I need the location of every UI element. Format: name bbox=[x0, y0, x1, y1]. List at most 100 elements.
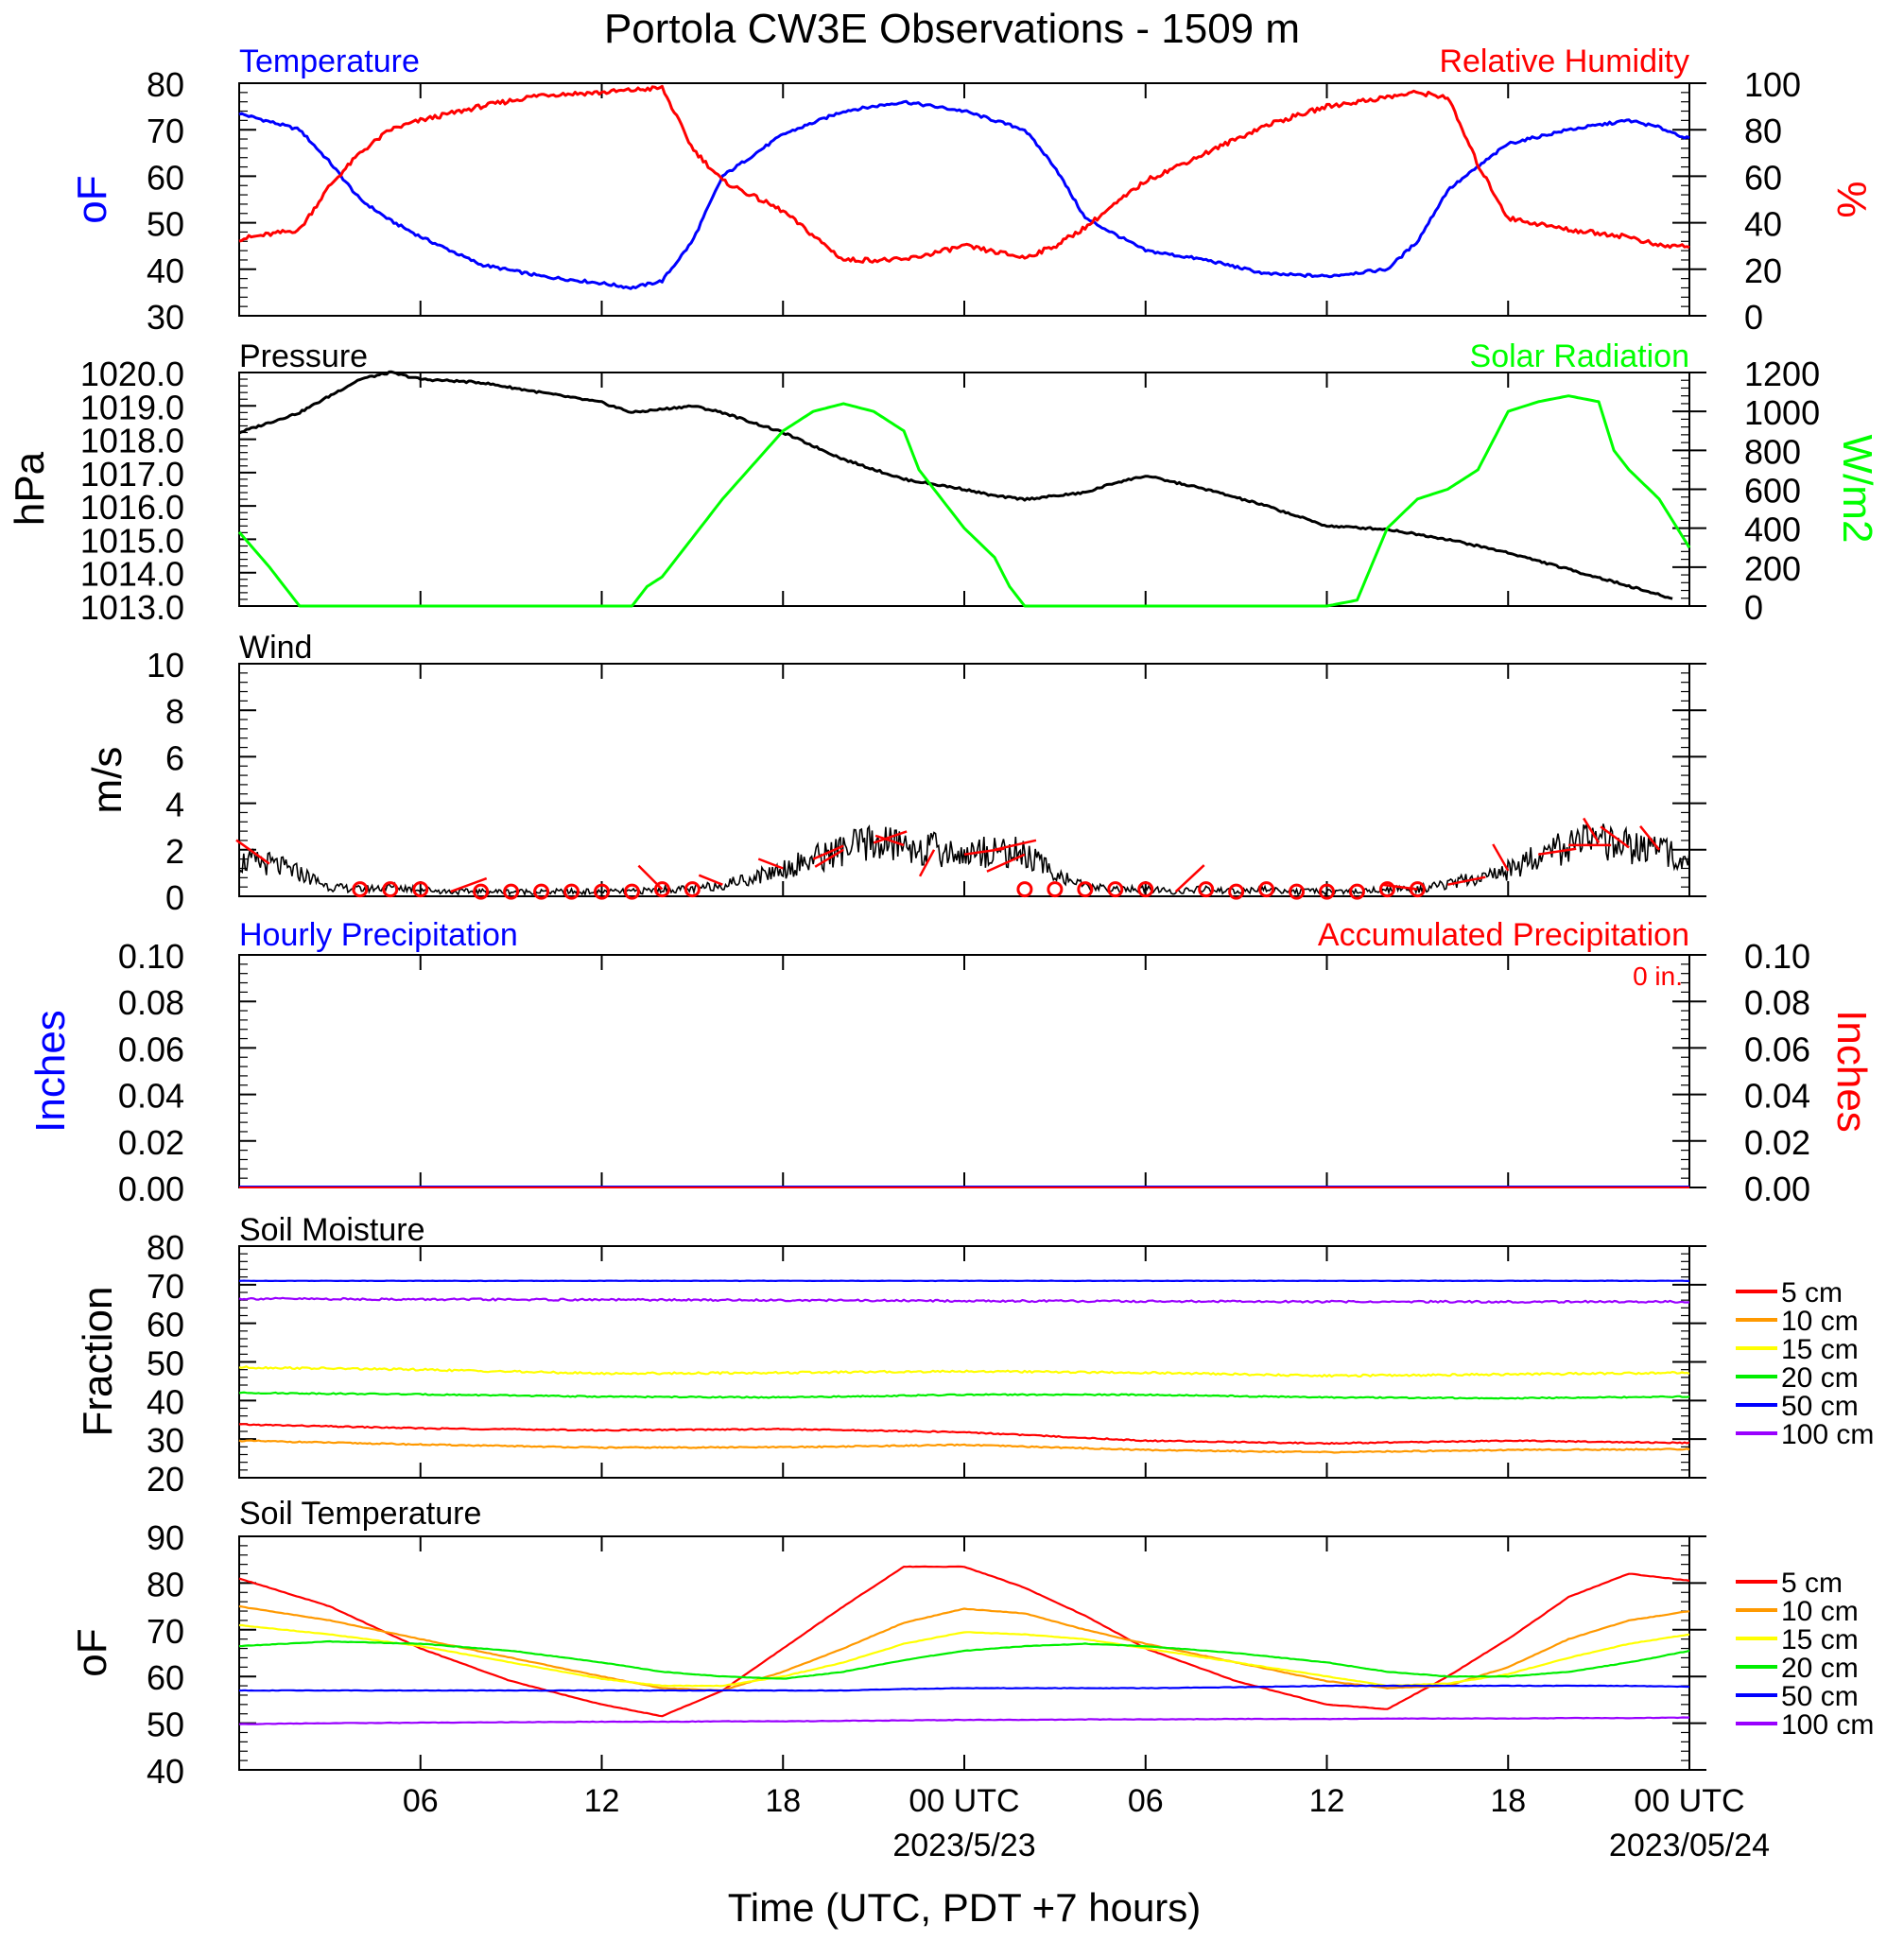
chart-title: Portola CW3E Observations - 1509 m bbox=[604, 6, 1300, 52]
calm-wind-marker bbox=[382, 881, 399, 898]
calm-wind-marker bbox=[1319, 883, 1335, 900]
calm-wind-marker bbox=[352, 881, 369, 898]
y-tick-label: 30 bbox=[147, 1421, 184, 1460]
y-tick-label-right: 0.08 bbox=[1744, 983, 1810, 1022]
wind-barb bbox=[1639, 825, 1661, 851]
soil-temp-line bbox=[239, 1623, 1690, 1688]
y-tick-label-right: 60 bbox=[1744, 158, 1782, 197]
legend-label: 10 cm bbox=[1781, 1306, 1859, 1337]
calm-wind-marker bbox=[594, 883, 610, 900]
soil-moisture-line bbox=[238, 1296, 1690, 1304]
calm-wind-marker bbox=[1047, 881, 1064, 898]
soil-temp-line bbox=[238, 1639, 1690, 1680]
y-tick-label: 8 bbox=[165, 692, 184, 731]
calm-wind-marker bbox=[1016, 881, 1033, 898]
y-tick-label-right: 0.02 bbox=[1744, 1123, 1810, 1162]
y-tick-label: 1015.0 bbox=[80, 521, 184, 560]
y-tick-label: 60 bbox=[147, 1658, 184, 1697]
soil-moisture-line bbox=[238, 1365, 1690, 1378]
soil-temp-line bbox=[238, 1684, 1690, 1692]
y-tick-label-right: 80 bbox=[1744, 112, 1782, 150]
wind-barb bbox=[986, 853, 1026, 873]
accum-precip-total: 0 in. bbox=[1633, 962, 1683, 991]
wind-barb bbox=[1492, 843, 1510, 872]
wind-barb bbox=[1583, 817, 1601, 844]
y-tick-label: 90 bbox=[147, 1518, 184, 1557]
humidity-ylabel: % bbox=[1828, 181, 1875, 217]
legend-label: 15 cm bbox=[1781, 1334, 1859, 1365]
y-tick-label: 1018.0 bbox=[80, 422, 184, 460]
soil-temp-line bbox=[238, 1716, 1689, 1725]
panel-temperature-frame bbox=[238, 82, 1690, 317]
soil-temp-title: Soil Temperature bbox=[239, 1496, 481, 1532]
wind-barb bbox=[812, 844, 844, 860]
calm-wind-marker bbox=[1198, 881, 1215, 898]
calm-wind-marker bbox=[1378, 881, 1395, 898]
y-tick-label-right: 800 bbox=[1744, 432, 1801, 471]
y-tick-label: 80 bbox=[147, 1228, 184, 1267]
humidity-title: Relative Humidity bbox=[1439, 43, 1689, 79]
accum-precip-title: Accumulated Precipitation bbox=[1318, 917, 1689, 953]
y-tick-label: 60 bbox=[147, 158, 184, 197]
wind-barb bbox=[874, 834, 905, 847]
x-tick-label: 18 bbox=[765, 1783, 801, 1819]
y-tick-label: 1013.0 bbox=[80, 588, 184, 627]
y-tick-label: 0.00 bbox=[118, 1170, 184, 1208]
y-tick-label: 80 bbox=[147, 65, 184, 104]
y-tick-label: 40 bbox=[147, 1382, 184, 1421]
humidity-line bbox=[238, 84, 1690, 264]
soil-moisture-line bbox=[238, 1391, 1690, 1400]
wind-barb bbox=[637, 864, 664, 891]
legend-label: 5 cm bbox=[1781, 1568, 1843, 1599]
wind-barb bbox=[1600, 825, 1630, 849]
y-tick-label: 70 bbox=[147, 1267, 184, 1306]
x-date-label: 2023/05/24 bbox=[1609, 1828, 1770, 1863]
y-tick-label-right: 0.00 bbox=[1744, 1170, 1810, 1208]
y-tick-label: 30 bbox=[147, 298, 184, 337]
y-tick-label-right: 1000 bbox=[1744, 393, 1820, 432]
y-tick-label: 1019.0 bbox=[80, 388, 184, 426]
solar-line bbox=[237, 394, 1691, 608]
wind-barb bbox=[1447, 875, 1486, 886]
y-tick-label: 60 bbox=[147, 1306, 184, 1344]
y-tick-label: 2 bbox=[165, 832, 184, 871]
calm-wind-marker bbox=[412, 881, 429, 898]
calm-wind-marker bbox=[563, 883, 580, 900]
calm-wind-marker bbox=[1348, 883, 1365, 900]
temperature-title: Temperature bbox=[239, 43, 420, 79]
y-tick-label-right: 400 bbox=[1744, 511, 1801, 549]
soil-moisture-ylabel: Fraction bbox=[75, 1287, 121, 1437]
x-tick-label: 12 bbox=[584, 1783, 620, 1819]
wind-barb bbox=[918, 849, 936, 877]
calm-wind-marker bbox=[1228, 883, 1245, 900]
y-tick-label: 10 bbox=[147, 646, 184, 685]
soil-moisture-line bbox=[238, 1279, 1689, 1283]
hourly-precip-ylabel: Inches bbox=[27, 1010, 74, 1133]
wind-barb bbox=[235, 839, 270, 865]
y-tick-label: 0.02 bbox=[118, 1123, 184, 1162]
legend-label: 100 cm bbox=[1781, 1709, 1874, 1741]
soil-moisture-line bbox=[239, 1423, 1690, 1446]
y-tick-label: 50 bbox=[147, 205, 184, 244]
wind-ylabel: m/s bbox=[84, 747, 130, 814]
y-tick-label: 40 bbox=[147, 1752, 184, 1791]
wind-barb bbox=[873, 830, 908, 844]
calm-wind-marker bbox=[684, 881, 701, 898]
y-tick-label: 0 bbox=[165, 878, 184, 917]
legend-label: 50 cm bbox=[1781, 1681, 1859, 1712]
x-tick-label: 06 bbox=[403, 1783, 439, 1819]
temperature-line bbox=[238, 99, 1690, 290]
x-tick-label: 18 bbox=[1490, 1783, 1526, 1819]
calm-wind-marker bbox=[653, 881, 670, 898]
y-tick-label: 0.06 bbox=[118, 1030, 184, 1068]
legend-label: 15 cm bbox=[1781, 1624, 1859, 1655]
soil-temp-ylabel: oF bbox=[69, 1628, 115, 1676]
y-tick-label-right: 200 bbox=[1744, 549, 1801, 588]
x-date-label: 2023/5/23 bbox=[892, 1828, 1035, 1863]
legend-label: 20 cm bbox=[1781, 1653, 1859, 1684]
x-tick-label: 06 bbox=[1128, 1783, 1164, 1819]
y-tick-label-right: 600 bbox=[1744, 472, 1801, 511]
y-tick-label-right: 0 bbox=[1744, 298, 1763, 337]
y-tick-label-right: 0.04 bbox=[1744, 1077, 1810, 1116]
